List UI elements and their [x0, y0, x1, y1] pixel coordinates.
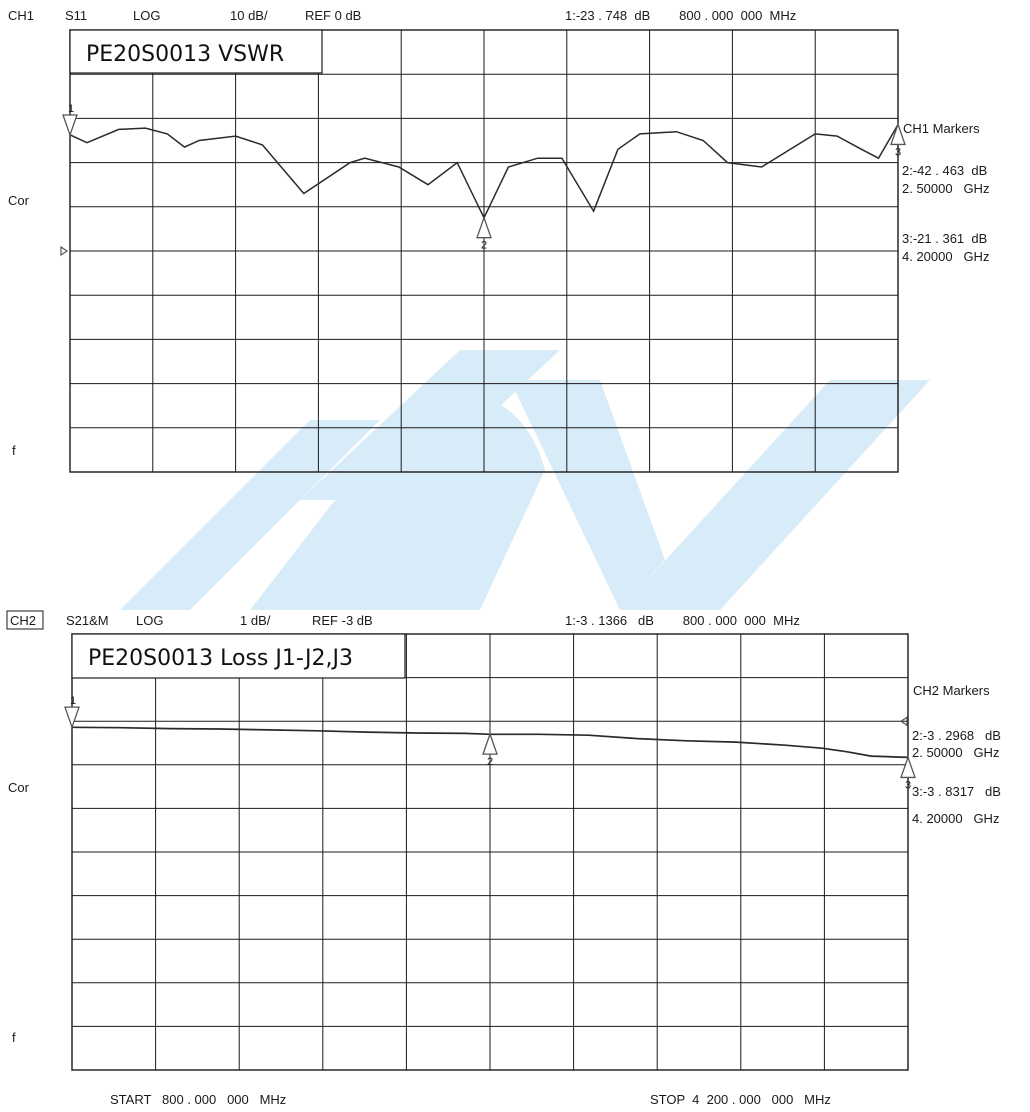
ch2-title: PE20S0013 Loss J1-J2,J3: [88, 646, 353, 671]
ch2-marker-2-triangle: [482, 732, 498, 755]
ch1-marker-2-triangle: [476, 215, 492, 239]
ch2-ref: REF -3 dB: [312, 613, 373, 628]
ch2-grid: [72, 634, 908, 1070]
ch1-ref: REF 0 dB: [305, 8, 361, 23]
ch1-active-marker: 1:-23 . 748 dB 800 . 000 000 MHz: [565, 8, 796, 23]
ch1-chart: CH1 S11 LOG 10 dB/ REF 0 dB 1:-23 . 748 …: [8, 8, 989, 473]
ch1-marker-3-triangle: [890, 122, 906, 146]
ch1-ref-pointer: [60, 245, 69, 257]
ch1-title: PE20S0013 VSWR: [86, 42, 284, 67]
ch2-markers: 1 2 3: [64, 695, 916, 791]
ch2-f-label: f: [12, 1030, 16, 1045]
ch1-marker2-freq: 2. 50000 GHz: [902, 181, 989, 196]
ch1-grid: [70, 30, 898, 472]
ch1-cor-label: Cor: [8, 193, 30, 208]
ch2-channel-box: [6, 610, 44, 630]
ch2-markers-heading: CH2 Markers: [913, 683, 990, 698]
ch1-scale: 10 dB/: [230, 8, 268, 23]
ch1-param: S11: [65, 8, 87, 23]
ch2-marker2-freq: 2. 50000 GHz: [912, 745, 999, 760]
ch2-marker-1-label: 1: [70, 695, 76, 707]
ch2-marker-3-label: 3: [905, 779, 911, 791]
ch2-trace-line: [71, 726, 909, 759]
ch1-marker-3-label: 3: [895, 146, 901, 158]
ch1-markers-heading: CH1 Markers: [903, 121, 980, 136]
ch2-scale: 1 dB/: [240, 613, 271, 628]
ch2-marker-1-triangle: [64, 706, 80, 730]
ch1-marker-1-triangle: [62, 114, 78, 137]
ch1-channel: CH1: [8, 8, 34, 23]
ch1-marker-1-label: 1: [68, 103, 74, 115]
ch2-marker3-value: 3:-3 . 8317 dB: [912, 784, 1001, 799]
ch1-marker2-value: 2:-42 . 463 dB: [902, 163, 987, 178]
ch2-marker-3-triangle: [900, 755, 916, 779]
ch2-ref-pointer: [899, 716, 908, 727]
ch1-marker-2-label: 2: [481, 240, 487, 252]
ch2-active-marker: 1:-3 . 1366 dB 800 . 000 000 MHz: [565, 613, 800, 628]
ch1-marker3-value: 3:-21 . 361 dB: [902, 231, 987, 246]
ch2-chart: CH2 S21&M LOG 1 dB/ REF -3 dB 1:-3 . 136…: [6, 610, 1001, 1107]
ch1-title-box: [69, 29, 323, 74]
ch2-title-box: [71, 633, 406, 679]
watermark-logo: [120, 350, 930, 610]
ch2-marker3-freq: 4. 20000 GHz: [912, 811, 999, 826]
ch2-start-label: START 800 . 000 000 MHz: [110, 1092, 286, 1107]
ch1-marker3-freq: 4. 20000 GHz: [902, 249, 989, 264]
ch2-marker-2-label: 2: [487, 756, 493, 768]
ch2-cor-label: Cor: [8, 780, 30, 795]
ch2-marker2-value: 2:-3 . 2968 dB: [912, 728, 1001, 743]
ch2-param: S21&M: [66, 613, 109, 628]
ch2-format: LOG: [136, 613, 163, 628]
ch1-format: LOG: [133, 8, 160, 23]
ch1-markers: 1 2 3: [62, 103, 906, 252]
ch2-stop-label: STOP 4 200 . 000 000 MHz: [650, 1092, 831, 1107]
ch2-channel: CH2: [10, 613, 36, 628]
ch1-f-label: f: [12, 443, 16, 458]
